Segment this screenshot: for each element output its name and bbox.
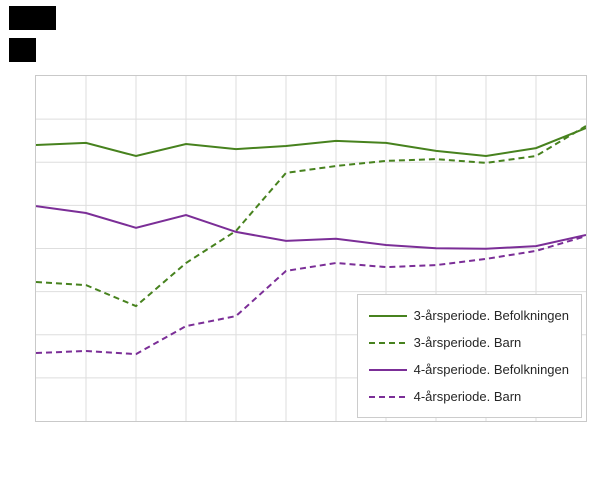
redacted-title-block <box>9 6 56 30</box>
legend-item: 4-årsperiode. Befolkningen <box>368 356 569 383</box>
plot-svg <box>36 76 586 421</box>
legend: 3-årsperiode. Befolkningen 3-årsperiode.… <box>356 294 582 418</box>
series-line-0 <box>36 127 586 158</box>
legend-label: 4-årsperiode. Befolkningen <box>413 362 569 377</box>
legend-line-dashed-green <box>368 341 407 344</box>
legend-line-solid-purple <box>368 368 407 371</box>
series-line-1 <box>36 125 586 308</box>
series-line-3 <box>36 235 586 356</box>
legend-label: 4-årsperiode. Barn <box>413 389 522 404</box>
series-line-2 <box>36 205 586 250</box>
legend-line-solid-green <box>368 314 407 317</box>
legend-item: 3-årsperiode. Barn <box>368 329 569 356</box>
plot-area: 3-årsperiode. Befolkningen 3-årsperiode.… <box>35 75 587 422</box>
legend-line-dashed-purple <box>368 395 407 398</box>
legend-item: 3-årsperiode. Befolkningen <box>368 302 569 329</box>
legend-label: 3-årsperiode. Befolkningen <box>413 308 569 323</box>
legend-item: 4-årsperiode. Barn <box>368 383 569 410</box>
legend-label: 3-årsperiode. Barn <box>413 335 522 350</box>
redacted-subtitle-block <box>9 38 36 62</box>
